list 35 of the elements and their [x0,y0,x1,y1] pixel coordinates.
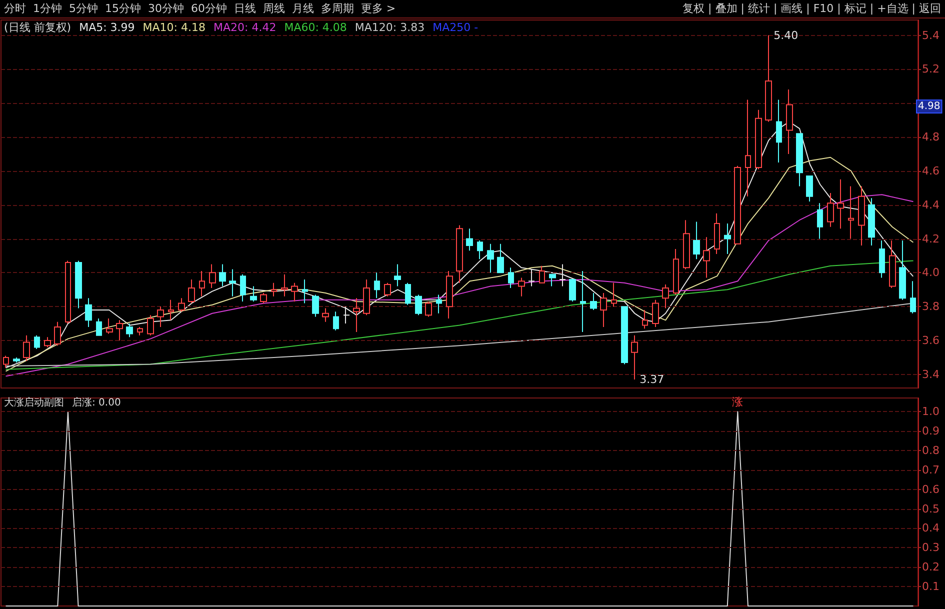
annotation: 4.98 [918,100,940,112]
y-tick-label: 4.2 [922,232,940,246]
text: MA20: 4.42 [213,21,276,34]
series-label: 启涨: 0.00 [72,396,121,408]
y-tick-label: 0.9 [922,424,940,438]
y-tick-label: 0.7 [922,463,940,476]
annotation: 5.40 [774,28,798,42]
y-tick-label: 4.6 [922,164,940,178]
text: MA10: 4.18 [142,21,206,34]
text: MA5: 3.99 [79,21,135,34]
y-tick-label: 1.0 [922,405,940,418]
y-tick-label: 0.5 [922,502,940,516]
annotation: (日线 前复权) [4,21,72,34]
annotation: 涨 [732,396,744,409]
text: MA120: 3.83 [354,21,425,34]
y-tick-label: 0.2 [922,560,940,574]
annotation: MA250 - [432,21,478,34]
y-tick-label: 3.4 [922,368,940,381]
y-tick-label: 4.8 [922,130,940,144]
y-tick-label: 0.4 [922,522,940,535]
annotation: 3.37 [640,373,664,386]
y-tick-label: 5.2 [922,62,940,76]
y-tick-label: 3.8 [922,300,940,314]
y-tick-label: 0.8 [922,444,940,457]
y-tick-label: 3.6 [922,334,940,348]
y-tick-label: 0.6 [922,482,940,496]
text: 复权 | 叠加 | 统计 | 画线 | F10 | 标记 | +自选 | 返回 [682,2,941,15]
y-tick-label: 0.3 [922,541,940,554]
y-tick-label: 0.1 [922,580,940,594]
chart-title: 大涨启动副图 [4,396,64,408]
y-tick-label: 5.4 [922,28,940,42]
y-tick-label: 4.0 [922,266,940,280]
y-tick-label: 4.4 [922,198,940,212]
text: 分时 1分钟 5分钟 15分钟 30分钟 60分钟 日线 周线 月线 多周期 更多 > [4,2,396,15]
text: MA60: 4.08 [284,21,347,34]
